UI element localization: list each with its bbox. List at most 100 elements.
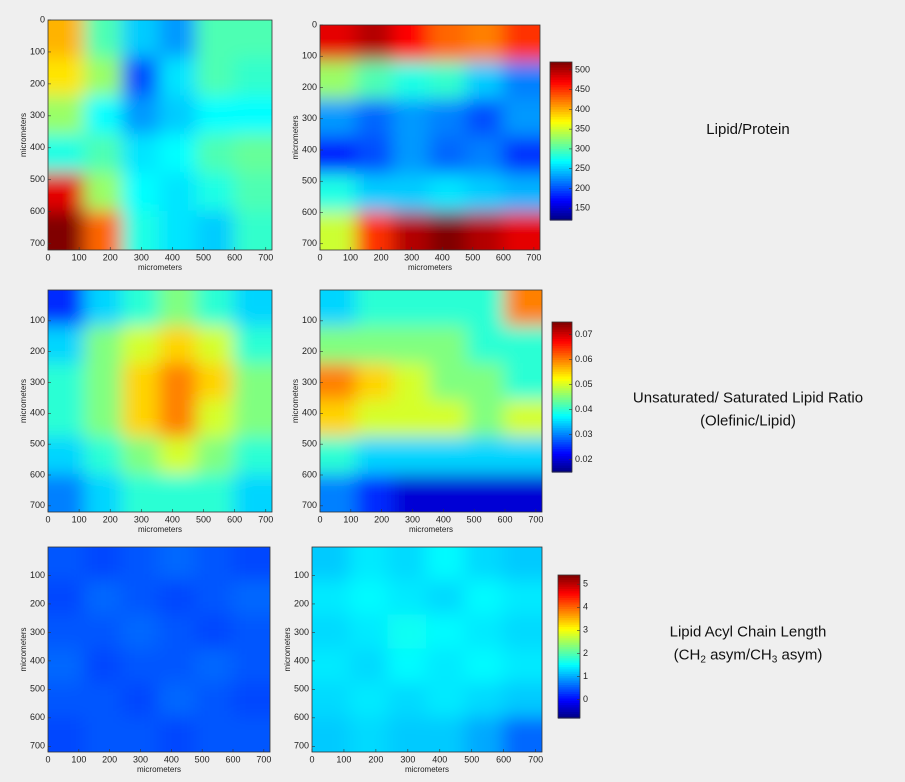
x-tick-label: 200 [374,514,389,524]
colorbar-step [550,185,572,189]
heatmap-cell [502,61,540,101]
colorbar-step [552,448,572,452]
heatmap-cell [502,547,542,583]
heatmap-cell [158,682,197,719]
heatmap-cell [121,363,161,402]
heatmap-cell [196,172,236,213]
colorbar-step [552,338,572,342]
colorbar-step [550,106,572,110]
colorbar-step [558,646,580,650]
heatmap-cell [355,25,395,64]
heatmap-cell [464,614,505,651]
heatmap-cell [158,547,197,583]
colorbar-step [550,212,572,216]
colorbar-step [550,207,572,211]
x-tick-label: 200 [103,514,118,524]
heatmap-cell [464,580,505,617]
heatmap-cell [392,211,431,250]
colorbar-step [552,422,572,426]
x-tick-label: 600 [225,754,240,764]
subscript: 3 [772,654,778,665]
y-axis-label: micrometers [19,379,28,423]
heatmap-cell [320,474,358,512]
y-tick-label: 700 [294,741,309,751]
colorbar-step [552,364,572,368]
heatmap-cell [121,580,160,617]
colorbar-tick-label: 0.02 [575,454,593,464]
heatmap-cell [121,210,161,250]
axes-frame [47,289,273,513]
heatmap-cell [84,172,124,213]
colorbar-tick-label: 0.05 [575,379,593,389]
colorbar-step [558,684,580,688]
heatmap-cell [320,211,358,250]
heatmap-cell [195,547,234,583]
heatmap-axes: 0 100 200 300 400 500 600 700010020030040050060… [19,14,273,272]
heatmap-cell [465,136,505,176]
colorbar-step [558,615,580,619]
heatmap-cell [121,95,161,136]
heatmap-cell [387,716,428,752]
heatmap-cell [349,547,390,583]
x-tick-label: 0 [309,754,314,764]
colorbar-step [552,439,572,443]
colorbar-step [550,96,572,100]
colorbar-step [550,187,572,191]
label-text: Unsaturated/ Saturated Lipid Ratio [633,389,863,406]
colorbar-step [552,347,572,351]
heatmap-axes: 0 100 200 300 400 500 600 700010020030040050060… [291,19,541,272]
colorbar-step [552,436,572,440]
heatmap-cell [320,136,358,176]
y-tick-label: 0 [40,14,45,24]
colorbar-tick-label: 2 [583,648,588,658]
colorbar-step [552,371,572,375]
heatmap-cell [465,174,505,214]
heatmap-cell [196,437,236,476]
y-tick-label: 200 [30,346,45,356]
colorbar-step [552,464,572,468]
heatmap-cell [196,134,236,175]
colorbar-step [550,76,572,80]
heatmap-cell [48,95,87,136]
x-tick-label: 600 [227,252,242,262]
colorbar-step [558,688,580,692]
heatmap-cell [465,25,505,64]
colorbar-step [550,168,572,172]
label-text: Lipid Acyl Chain Length [670,623,827,640]
heatmap-cell [356,474,395,512]
heatmap-cell [121,290,161,328]
colorbar-step [558,657,580,661]
heatmap-cells [48,547,270,752]
colorbar-step [558,668,580,672]
colorbar-step [550,136,572,140]
colorbar-step [552,401,572,405]
colorbar-step [550,141,572,145]
colorbar-step [550,180,572,184]
heatmap-cell [196,363,236,402]
colorbar-step [558,633,580,636]
heatmap-cell [312,614,352,651]
heatmap-cell [504,400,542,439]
y-tick-label: 700 [302,500,317,510]
colorbar: 150 200 250 300 350 400 450 500 [549,61,590,221]
colorbar-step [552,378,572,382]
heatmap-cell [195,648,234,685]
colorbar-tick-label: 150 [575,203,590,213]
heatmap-cell [196,326,236,365]
colorbar-step [550,210,572,214]
colorbar-tick-label: 4 [583,602,588,612]
colorbar-step [552,350,572,354]
heatmap-cell [320,400,358,439]
colorbar-step [550,123,572,127]
x-tick-label: 400 [435,252,450,262]
colorbar-step [552,455,572,459]
y-tick-label: 600 [30,206,45,216]
heatmap-cell [233,95,272,136]
heatmap-cell [502,99,540,139]
y-tick-label: 700 [30,500,45,510]
heatmap-cell [430,474,469,512]
axes-frame [319,24,541,251]
y-tick-label: 600 [302,207,317,217]
heatmap-axes: 0 100 200 300 400 500 600 700 100 200 300 400 500 600… [291,289,543,534]
heatmap-cell [48,290,87,328]
